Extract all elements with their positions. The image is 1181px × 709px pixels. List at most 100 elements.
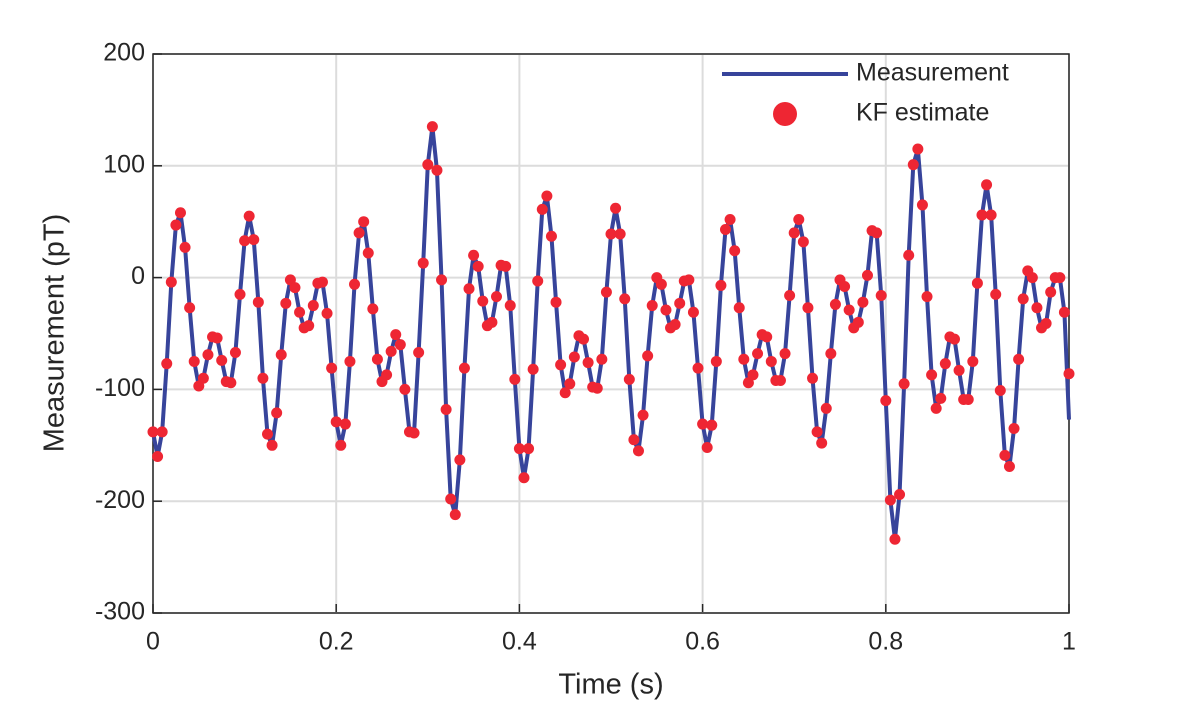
kf-point: [788, 227, 800, 239]
kf-point: [807, 372, 819, 384]
y-axis-label: Measurement (pT): [39, 214, 71, 453]
kf-point: [1008, 423, 1020, 435]
kf-point: [816, 437, 828, 449]
kf-point: [733, 302, 745, 314]
y-tick-label: -300: [95, 598, 145, 626]
kf-point: [1031, 302, 1043, 314]
x-tick-label: 0.2: [319, 628, 354, 656]
plot-frame: [152, 53, 1070, 614]
kf-point: [280, 297, 292, 309]
kf-point: [981, 179, 993, 191]
kf-point: [1045, 286, 1057, 298]
kf-point: [568, 351, 580, 363]
kf-point: [152, 450, 164, 462]
y-tick-label: -200: [95, 486, 145, 514]
kf-point: [949, 333, 960, 345]
kf-point: [971, 277, 983, 289]
kf-point: [339, 418, 351, 430]
kf-point: [271, 407, 283, 419]
kf-point: [747, 369, 759, 381]
kf-point: [353, 227, 365, 239]
kf-point: [797, 236, 809, 248]
kf-point: [875, 289, 887, 301]
kf-point: [513, 443, 525, 455]
kf-point: [454, 454, 466, 466]
kf-point: [257, 372, 269, 384]
kf-point: [188, 355, 200, 367]
kf-point: [1058, 306, 1070, 318]
kf-point: [555, 359, 567, 371]
kf-point: [605, 228, 617, 240]
kf-point: [632, 445, 644, 457]
kf-point: [761, 331, 773, 343]
kf-point: [701, 442, 713, 454]
kf-point: [165, 276, 177, 288]
legend-label: Measurement: [856, 59, 1009, 87]
kf-point: [697, 418, 709, 430]
kf-point: [894, 488, 906, 500]
kf-point: [729, 245, 741, 257]
kf-point: [197, 372, 209, 384]
kf-point: [706, 419, 718, 431]
kf-point: [229, 347, 241, 359]
kf-point: [239, 235, 251, 247]
kf-point: [669, 319, 681, 331]
kf-point: [436, 274, 448, 286]
kf-point: [179, 241, 191, 253]
kf-point: [344, 355, 356, 367]
kf-point: [724, 213, 736, 225]
kf-point: [248, 234, 260, 246]
kf-point: [262, 428, 273, 440]
kf-point: [935, 392, 947, 404]
kf-point: [646, 300, 658, 312]
kf-point: [289, 282, 301, 294]
kf-point: [912, 143, 924, 155]
kf-point: [408, 427, 420, 439]
kf-point: [967, 355, 979, 367]
kf-point: [536, 203, 548, 215]
kf-point: [559, 387, 571, 399]
x-axis-label: Time (s): [558, 669, 663, 701]
kf-point: [903, 249, 915, 261]
kf-point: [793, 213, 805, 225]
kf-point: [362, 247, 374, 259]
kf-point: [326, 362, 338, 374]
kf-point: [294, 306, 306, 318]
x-tick-label: 0.8: [868, 628, 903, 656]
kf-point: [976, 209, 988, 221]
kf-point: [156, 426, 168, 438]
kf-point: [1026, 272, 1038, 284]
kf-point: [307, 300, 319, 312]
kf-point: [990, 288, 1002, 300]
kf-point: [486, 316, 498, 328]
kf-point: [509, 373, 521, 385]
kf-point: [861, 269, 873, 281]
kf-point: [394, 339, 406, 351]
kf-point: [367, 303, 379, 315]
kf-point: [779, 348, 791, 360]
kf-point: [184, 302, 196, 314]
x-tick-label: 0.4: [502, 628, 537, 656]
kf-point: [1003, 461, 1015, 473]
kf-point: [939, 358, 951, 370]
kf-point: [898, 378, 910, 390]
kf-point: [720, 224, 731, 236]
kf-point: [174, 207, 186, 219]
kf-point: [252, 296, 264, 308]
kf-point: [994, 385, 1006, 397]
kf-point: [527, 363, 539, 375]
kf-point: [358, 216, 370, 228]
kf-point: [715, 279, 727, 291]
kf-point: [243, 210, 255, 222]
kf-point: [752, 348, 764, 360]
kf-point: [784, 289, 796, 301]
kf-point: [985, 209, 997, 221]
kf-point: [216, 354, 228, 366]
kf-point: [871, 227, 883, 239]
kf-point: [591, 382, 603, 394]
kf-point: [1017, 293, 1029, 305]
kf-point: [477, 295, 489, 307]
x-tick-label: 1: [1062, 628, 1076, 656]
kf-point: [385, 345, 397, 357]
